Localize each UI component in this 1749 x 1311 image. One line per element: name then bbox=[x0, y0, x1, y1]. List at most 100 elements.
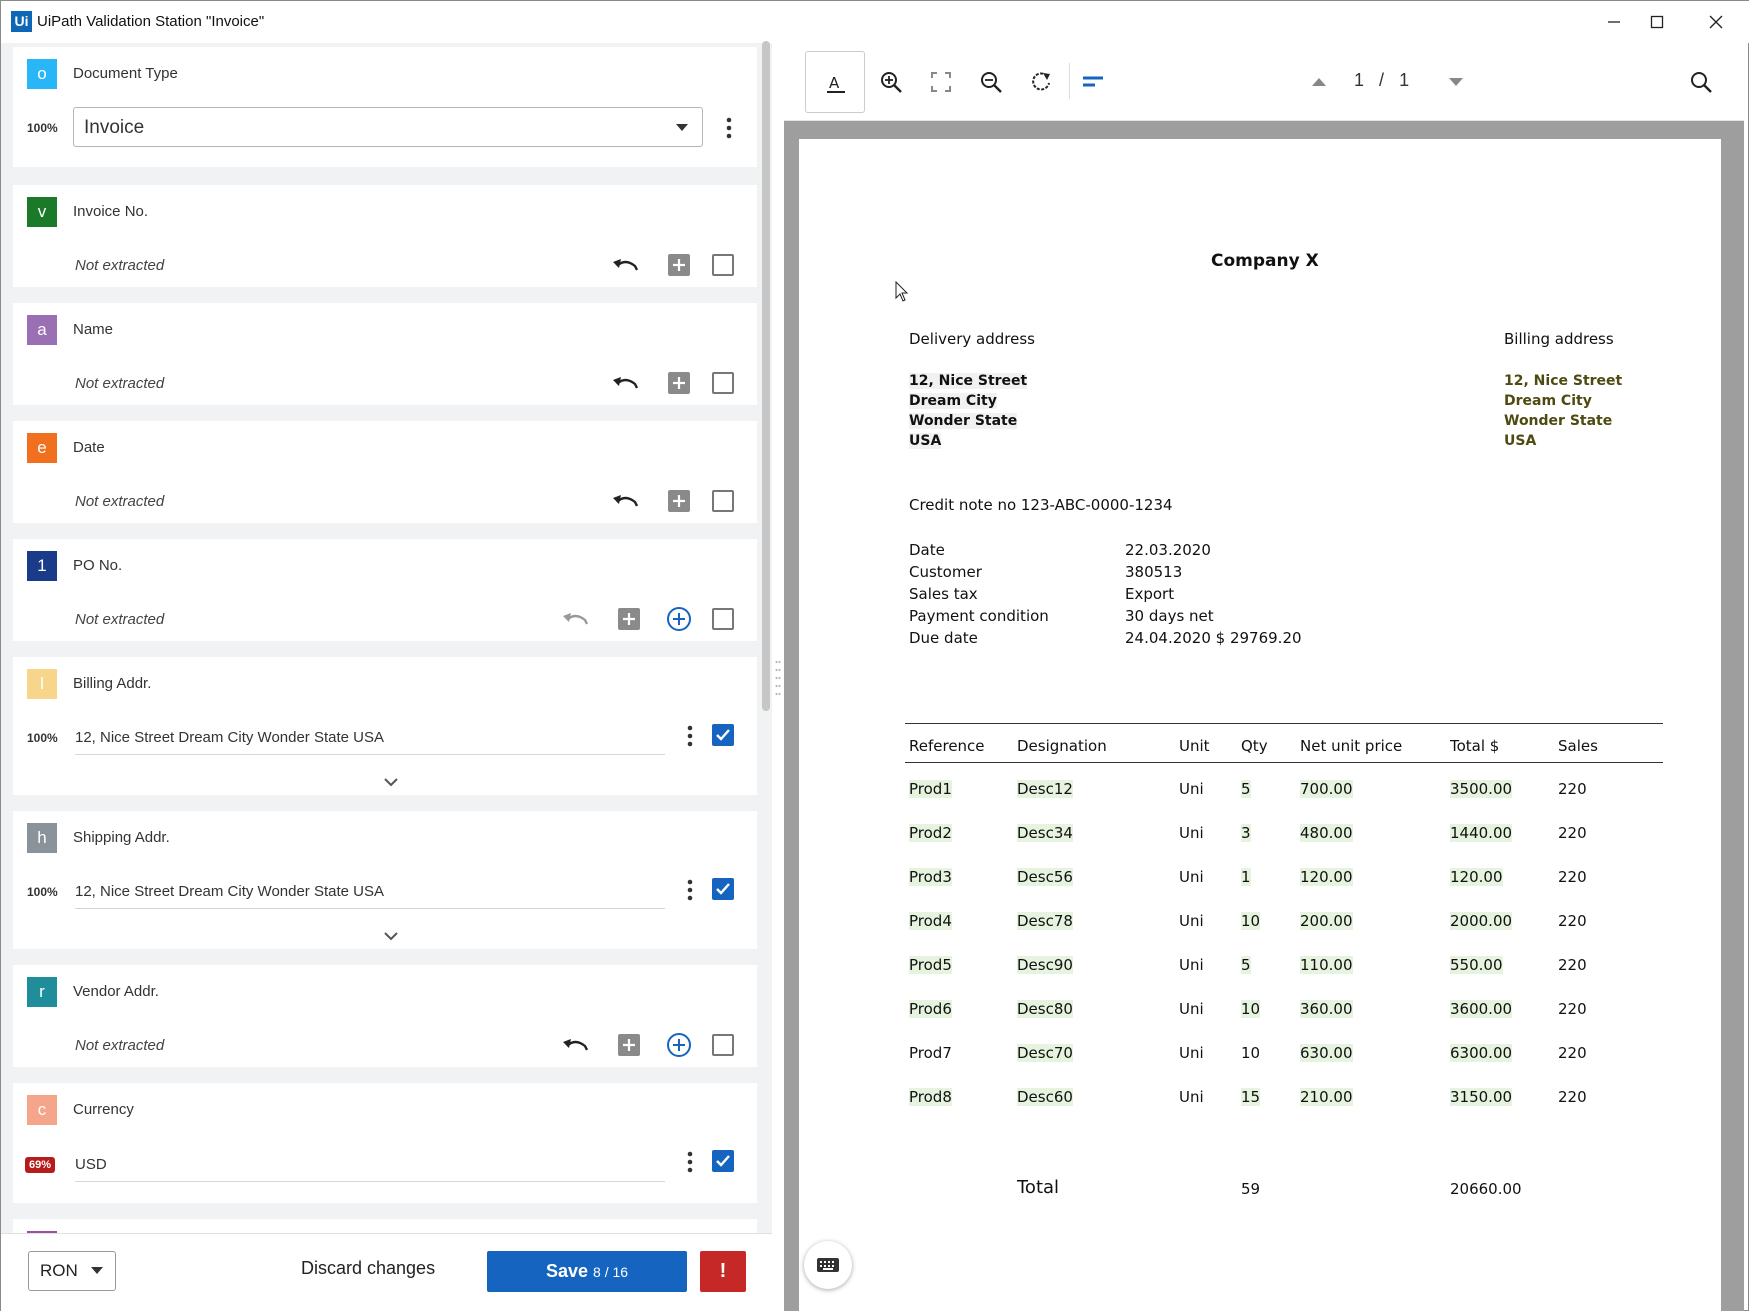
field-value: Not extracted bbox=[75, 257, 165, 274]
more-options-icon[interactable] bbox=[685, 877, 695, 903]
confirm-checkbox[interactable] bbox=[712, 372, 734, 394]
plus-square-icon bbox=[668, 372, 690, 394]
table-cell: Uni bbox=[1179, 956, 1204, 974]
info-label: Due date bbox=[909, 629, 978, 647]
table-cell: Uni bbox=[1179, 912, 1204, 930]
add-value-button[interactable] bbox=[616, 606, 642, 632]
maximize-button[interactable] bbox=[1634, 7, 1680, 37]
add-value-button[interactable] bbox=[666, 252, 692, 278]
undo-button[interactable] bbox=[613, 252, 639, 278]
field-card-shipping-addr: h Shipping Addr. 100% 12, Nice Street Dr… bbox=[13, 811, 757, 949]
table-cell: 220 bbox=[1558, 868, 1587, 886]
undo-button[interactable] bbox=[613, 370, 639, 396]
confirm-checkbox[interactable] bbox=[712, 608, 734, 630]
scrollbar-thumb[interactable] bbox=[762, 41, 770, 711]
document-page[interactable]: Company X Delivery address Billing addre… bbox=[799, 139, 1721, 1311]
table-cell: Prod8 bbox=[909, 1088, 952, 1106]
more-options-icon[interactable] bbox=[724, 115, 734, 141]
confirm-checkbox-checked[interactable] bbox=[712, 724, 734, 746]
table-cell: Uni bbox=[1179, 824, 1204, 842]
add-field-button[interactable] bbox=[666, 606, 692, 632]
alert-button[interactable]: ! bbox=[700, 1251, 746, 1292]
zoom-in-icon bbox=[881, 72, 902, 93]
table-cell: 10 bbox=[1241, 912, 1261, 930]
table-cell: Uni bbox=[1179, 1044, 1204, 1062]
field-card-currency: c Currency 69% USD bbox=[13, 1083, 757, 1203]
mouse-cursor-icon bbox=[895, 281, 909, 302]
confirm-checkbox[interactable] bbox=[712, 254, 734, 276]
document-type-card: o Document Type 100% Invoice bbox=[13, 47, 757, 167]
undo-button[interactable] bbox=[613, 488, 639, 514]
table-cell: Prod6 bbox=[909, 1000, 952, 1018]
chevron-down-icon[interactable] bbox=[383, 777, 399, 787]
field-name: Currency bbox=[73, 1101, 134, 1118]
more-options-icon[interactable] bbox=[685, 1149, 695, 1175]
table-cell: Uni bbox=[1179, 780, 1204, 798]
table-cell: 200.00 bbox=[1300, 912, 1353, 930]
document-type-value: Invoice bbox=[84, 117, 145, 138]
table-cell: Prod3 bbox=[909, 868, 952, 886]
table-cell: 1 bbox=[1241, 868, 1251, 886]
confirm-checkbox-checked[interactable] bbox=[712, 878, 734, 900]
delivery-address-line: Dream City bbox=[909, 393, 997, 409]
add-value-button[interactable] bbox=[666, 370, 692, 396]
table-header: Total $ bbox=[1450, 737, 1500, 755]
delivery-address-line: USA bbox=[909, 433, 942, 449]
plus-square-icon bbox=[618, 608, 640, 630]
undo-button[interactable] bbox=[563, 1032, 589, 1058]
info-value: 380513 bbox=[1125, 563, 1183, 581]
table-cell: 10 bbox=[1241, 1044, 1261, 1062]
table-cell: 3600.00 bbox=[1450, 1000, 1513, 1018]
previous-page-button[interactable] bbox=[1302, 65, 1336, 99]
field-value[interactable]: USD bbox=[75, 1156, 665, 1182]
table-cell: Prod4 bbox=[909, 912, 952, 930]
rotate-button[interactable] bbox=[1024, 65, 1058, 99]
table-cell: 5 bbox=[1241, 956, 1251, 974]
billing-address-line: 12, Nice Street bbox=[1504, 373, 1623, 389]
minimize-button[interactable] bbox=[1591, 7, 1637, 37]
text-mode-button[interactable]: A bbox=[805, 51, 865, 113]
add-value-button[interactable] bbox=[616, 1032, 642, 1058]
field-value[interactable]: 12, Nice Street Dream City Wonder State … bbox=[75, 883, 665, 909]
table-cell: 360.00 bbox=[1300, 1000, 1353, 1018]
text-lines-button[interactable] bbox=[1076, 65, 1110, 99]
confirm-checkbox-checked[interactable] bbox=[712, 1150, 734, 1172]
chevron-down-icon[interactable] bbox=[383, 931, 399, 941]
plus-circle-icon bbox=[667, 1033, 691, 1057]
rotate-icon bbox=[1032, 72, 1050, 91]
table-header: Net unit price bbox=[1300, 737, 1403, 755]
save-button[interactable]: Save 8 / 16 bbox=[487, 1251, 687, 1292]
panel-splitter[interactable] bbox=[772, 43, 784, 1311]
keyboard-shortcuts-button[interactable] bbox=[804, 1241, 852, 1289]
info-label: Customer bbox=[909, 563, 982, 581]
more-options-icon[interactable] bbox=[685, 723, 695, 749]
zoom-out-button[interactable] bbox=[974, 65, 1008, 99]
currency-select[interactable]: RON bbox=[28, 1251, 116, 1291]
document-type-select[interactable]: Invoice bbox=[73, 107, 703, 147]
table-cell: 220 bbox=[1558, 1088, 1587, 1106]
total-qty: 59 bbox=[1241, 1180, 1261, 1198]
undo-button[interactable] bbox=[563, 606, 589, 632]
field-value[interactable]: 12, Nice Street Dream City Wonder State … bbox=[75, 729, 665, 755]
credit-note-number: Credit note no 123-ABC-0000-1234 bbox=[909, 496, 1173, 514]
zoom-in-button[interactable] bbox=[874, 65, 908, 99]
add-value-button[interactable] bbox=[666, 488, 692, 514]
page-separator: / bbox=[1379, 70, 1385, 90]
confirm-checkbox[interactable] bbox=[712, 1034, 734, 1056]
field-badge: a bbox=[27, 315, 57, 345]
table-cell: 3500.00 bbox=[1450, 780, 1513, 798]
table-header: Reference bbox=[909, 737, 985, 755]
discard-changes-button[interactable]: Discard changes bbox=[301, 1258, 436, 1278]
close-button[interactable] bbox=[1693, 7, 1739, 37]
next-page-button[interactable] bbox=[1439, 65, 1473, 99]
plus-square-icon bbox=[668, 490, 690, 512]
table-cell: 3 bbox=[1241, 824, 1251, 842]
search-button[interactable] bbox=[1684, 65, 1718, 99]
table-cell: 220 bbox=[1558, 1000, 1587, 1018]
save-label: Save bbox=[545, 1261, 588, 1281]
add-field-button[interactable] bbox=[666, 1032, 692, 1058]
fit-page-button[interactable] bbox=[924, 65, 958, 99]
confirm-checkbox[interactable] bbox=[712, 490, 734, 512]
fit-page-icon bbox=[931, 72, 951, 92]
